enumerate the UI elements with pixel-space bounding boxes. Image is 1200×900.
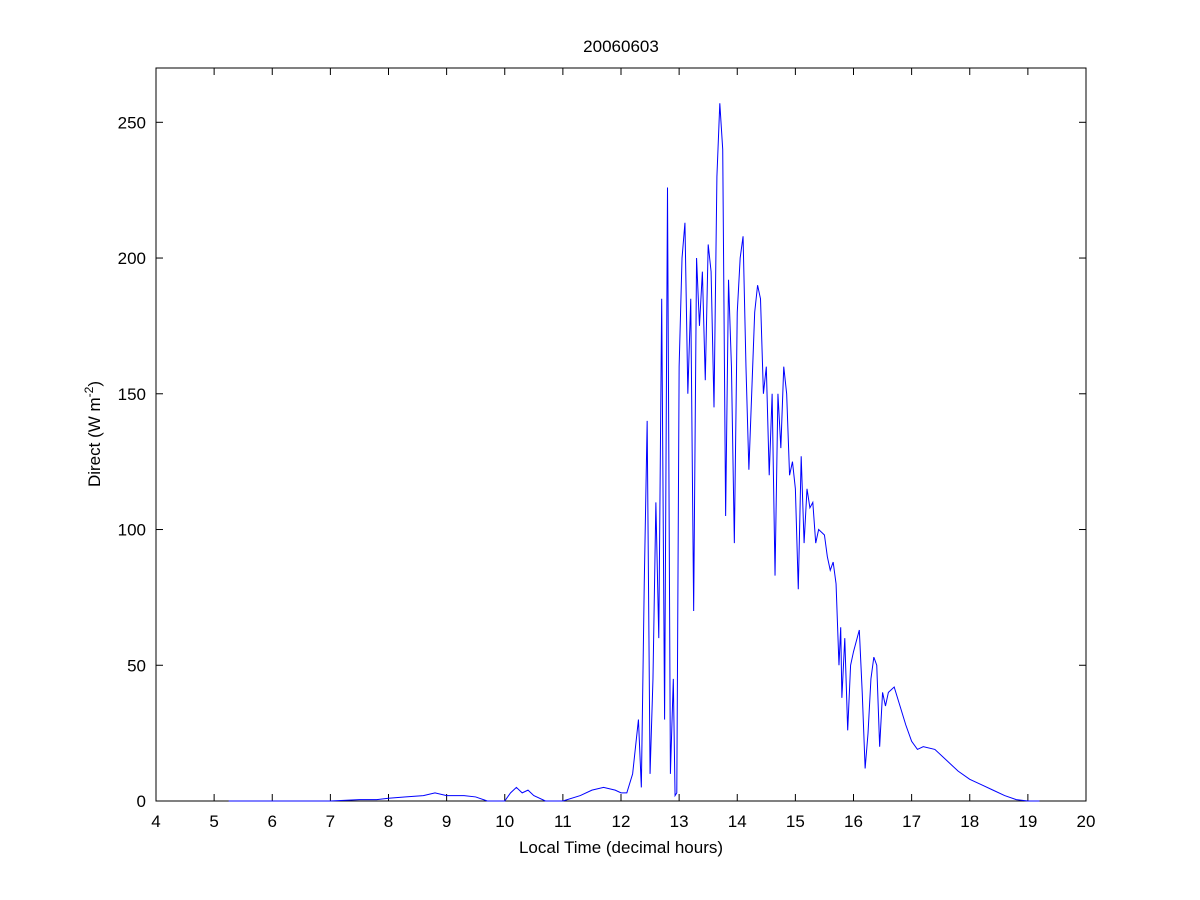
y-axis-label: Direct (W m-2): [82, 381, 104, 487]
x-tick-label: 9: [442, 812, 451, 831]
x-tick-label: 18: [960, 812, 979, 831]
x-tick-label: 15: [786, 812, 805, 831]
x-tick-label: 14: [728, 812, 747, 831]
y-tick-label: 50: [127, 656, 146, 675]
x-tick-label: 10: [495, 812, 514, 831]
x-axis-label: Local Time (decimal hours): [519, 838, 723, 857]
x-tick-label: 13: [670, 812, 689, 831]
y-tick-label: 0: [137, 792, 146, 811]
y-axis-label-text: ): [85, 381, 104, 387]
y-axis-label-superscript: -2: [82, 386, 96, 397]
chart-title: 20060603: [583, 37, 659, 56]
y-axis-label-text: Direct (W m: [85, 397, 104, 487]
x-tick-label: 6: [268, 812, 277, 831]
y-tick-label: 200: [118, 249, 146, 268]
x-tick-label: 4: [151, 812, 160, 831]
x-tick-label: 20: [1077, 812, 1096, 831]
x-tick-label: 19: [1018, 812, 1037, 831]
x-tick-label: 8: [384, 812, 393, 831]
x-tick-label: 11: [554, 812, 572, 831]
y-tick-label: 150: [118, 385, 146, 404]
x-tick-label: 17: [902, 812, 921, 831]
data-line: [228, 103, 1040, 802]
plot-area: [155, 67, 1087, 802]
y-tick-label: 100: [118, 521, 146, 540]
x-tick-label: 5: [209, 812, 218, 831]
x-tick-label: 7: [326, 812, 335, 831]
y-tick-label: 250: [118, 113, 146, 132]
x-tick-label: 16: [844, 812, 863, 831]
x-tick-label: 12: [612, 812, 631, 831]
